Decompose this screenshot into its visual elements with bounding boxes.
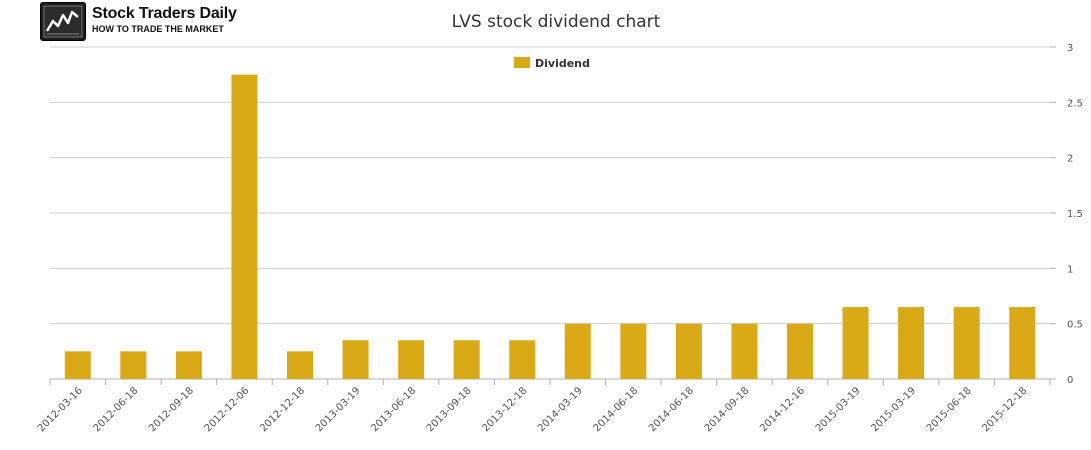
y-tick-label: 0 bbox=[1067, 375, 1073, 386]
y-tick-label: 1.5 bbox=[1067, 209, 1083, 220]
bar-2012-09-18 bbox=[175, 351, 202, 379]
bar-2014-03-19 bbox=[564, 323, 591, 379]
x-tick-label: 2014-03-19 bbox=[536, 385, 585, 434]
x-tick-label: 2012-12-06 bbox=[203, 385, 252, 434]
x-tick-label: 2014-09-18 bbox=[703, 385, 752, 434]
bar-2012-12-06 bbox=[231, 74, 258, 380]
x-tick-label: 2013-06-18 bbox=[369, 385, 418, 434]
bar-2015-06-18 bbox=[953, 307, 980, 379]
bar-2012-03-16 bbox=[64, 351, 91, 379]
x-tick-label: 2012-06-18 bbox=[92, 385, 141, 434]
bar-2015-03-19 bbox=[898, 307, 925, 379]
bar-2013-03-19 bbox=[342, 340, 369, 379]
y-tick-label: 2.5 bbox=[1067, 98, 1083, 109]
logo-tagline: HOW TO TRADE THE MARKET bbox=[92, 24, 224, 34]
bar-2014-09-18 bbox=[731, 323, 758, 379]
bar-2012-06-18 bbox=[120, 351, 147, 379]
bars bbox=[64, 74, 1036, 380]
logo-title: Stock Traders Daily bbox=[92, 5, 237, 22]
bar-2013-12-18 bbox=[509, 340, 536, 379]
x-tick-label: 2012-09-18 bbox=[147, 385, 196, 434]
bar-2014-06-18 bbox=[675, 323, 702, 379]
bar-2015-12-18 bbox=[1009, 307, 1036, 379]
bar-2014-06-18 bbox=[620, 323, 647, 379]
x-tick-label: 2015-06-18 bbox=[925, 385, 974, 434]
y-tick-label: 0.5 bbox=[1067, 320, 1083, 331]
bar-2013-09-18 bbox=[453, 340, 480, 379]
y-tick-label: 3 bbox=[1067, 43, 1073, 54]
x-tick-label: 2013-09-18 bbox=[425, 385, 474, 434]
x-tick-label: 2012-03-16 bbox=[36, 385, 85, 434]
legend-label-dividend: Dividend bbox=[535, 57, 590, 70]
legend-swatch-dividend bbox=[514, 57, 530, 68]
legend: Dividend bbox=[514, 57, 590, 70]
y-tick-label: 1 bbox=[1067, 264, 1073, 275]
bar-2014-12-16 bbox=[787, 323, 813, 379]
x-tick-label: 2012-12-18 bbox=[258, 385, 307, 434]
x-tick-label: 2013-12-18 bbox=[480, 385, 529, 434]
x-tick-label: 2015-03-19 bbox=[814, 385, 863, 434]
x-tick-label: 2013-03-19 bbox=[314, 385, 363, 434]
chart-title: LVS stock dividend chart bbox=[451, 12, 661, 32]
x-tick-label: 2015-03-19 bbox=[869, 385, 918, 434]
y-tick-label: 2 bbox=[1067, 154, 1073, 165]
chart-icon bbox=[40, 2, 86, 41]
x-tick-label: 2014-12-16 bbox=[758, 385, 807, 434]
x-tick-label: 2015-12-18 bbox=[980, 385, 1029, 434]
stock-traders-daily-logo: Stock Traders Daily HOW TO TRADE THE MAR… bbox=[40, 2, 240, 42]
x-tick-label: 2014-06-18 bbox=[647, 385, 696, 434]
x-tick-label: 2014-06-18 bbox=[592, 385, 641, 434]
bar-2015-03-19 bbox=[842, 307, 869, 379]
bar-2012-12-18 bbox=[287, 351, 313, 379]
x-axis: 2012-03-16 2012-06-18 2012-09-18 2012-12-06… bbox=[36, 379, 1051, 434]
bar-2013-06-18 bbox=[398, 340, 425, 379]
y-axis-ticks: 0 0.5 1 1.5 2 2.5 3 bbox=[1050, 43, 1083, 386]
